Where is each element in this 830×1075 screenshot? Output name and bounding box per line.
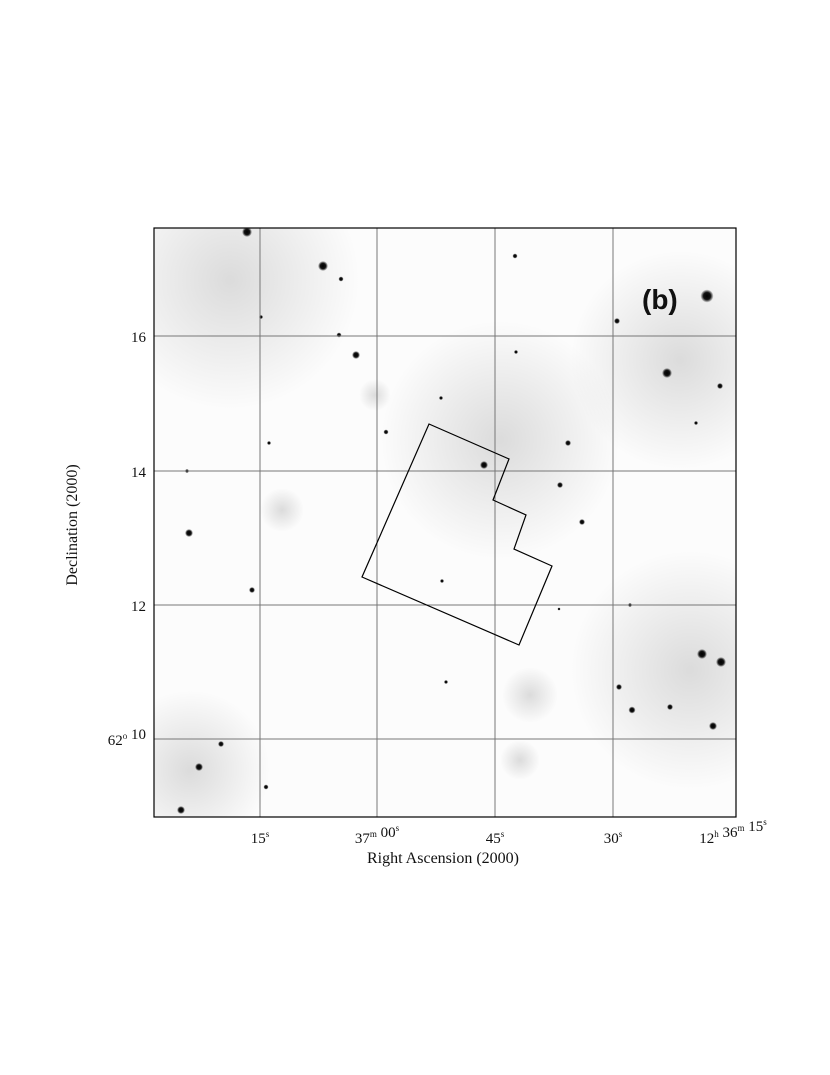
y-axis-title: Declination (2000) [64,464,81,585]
star [697,649,707,659]
star [185,529,193,537]
haze [502,667,558,723]
tick-label: 14 [131,465,147,481]
tick-unit: s [266,829,270,839]
haze [570,550,736,790]
field-outline [361,423,553,646]
tick-text: 36 [719,825,738,841]
tick-text: 15 [745,819,764,835]
tick-label: 15s [251,829,270,847]
tick-label: 12 [131,599,146,615]
x-axis-title: Right Ascension (2000) [367,850,519,867]
sky-sources [154,228,736,817]
tick-text: 45 [486,831,501,847]
panel-label: (b) [642,284,678,315]
star [249,587,255,593]
tick-unit: m [370,829,377,839]
star [177,806,185,814]
star [444,680,448,684]
tick-unit: s [763,817,767,827]
haze [500,740,540,780]
star [383,429,389,435]
tick-label: 12h 36m 15s [699,817,767,847]
star [716,657,726,667]
haze [260,488,304,532]
star [717,383,723,389]
tick-unit: s [619,829,623,839]
tick-unit: h [714,829,719,839]
star [667,704,673,710]
star [336,332,342,338]
tick-label: 45s [486,829,505,847]
star [557,482,563,488]
tick-label: 30s [604,829,623,847]
tick-label: 16 [131,330,147,346]
tick-text: 12 [699,831,714,847]
star [512,253,518,259]
star [557,607,561,611]
star [662,368,672,378]
star [338,276,344,282]
star [263,784,269,790]
tick-unit: s [396,823,400,833]
star [616,684,622,690]
star [352,351,360,359]
tick-text: 00 [377,825,396,841]
tick-text: 10 [127,727,146,743]
star [565,440,571,446]
star [709,722,717,730]
tick-text: 15 [251,831,266,847]
tick-unit: s [501,829,505,839]
tick-label: 62o 10 [108,727,146,749]
tick-text: 62 [108,733,123,749]
star [694,421,698,425]
tick-text: 16 [131,330,147,346]
star [195,763,203,771]
star [242,228,252,237]
star [614,318,620,324]
star [514,350,518,354]
tick-text: 12 [131,599,146,615]
haze [154,228,360,410]
star [439,396,443,400]
haze [359,379,391,411]
coordinate-grid [154,228,736,817]
star [480,461,488,469]
star [700,289,714,303]
star [440,579,444,583]
star [267,441,271,445]
tick-text: 37 [355,831,371,847]
star [218,741,224,747]
star [579,519,585,525]
tick-unit: o [123,731,128,741]
tick-text: 14 [131,465,147,481]
tick-label: 37m 00s [355,823,400,847]
plot-frame [153,227,737,818]
star [318,261,328,271]
haze [154,690,270,817]
star [628,706,636,714]
tick-unit: m [737,823,744,833]
tick-text: 30 [604,831,619,847]
haze [380,320,620,560]
